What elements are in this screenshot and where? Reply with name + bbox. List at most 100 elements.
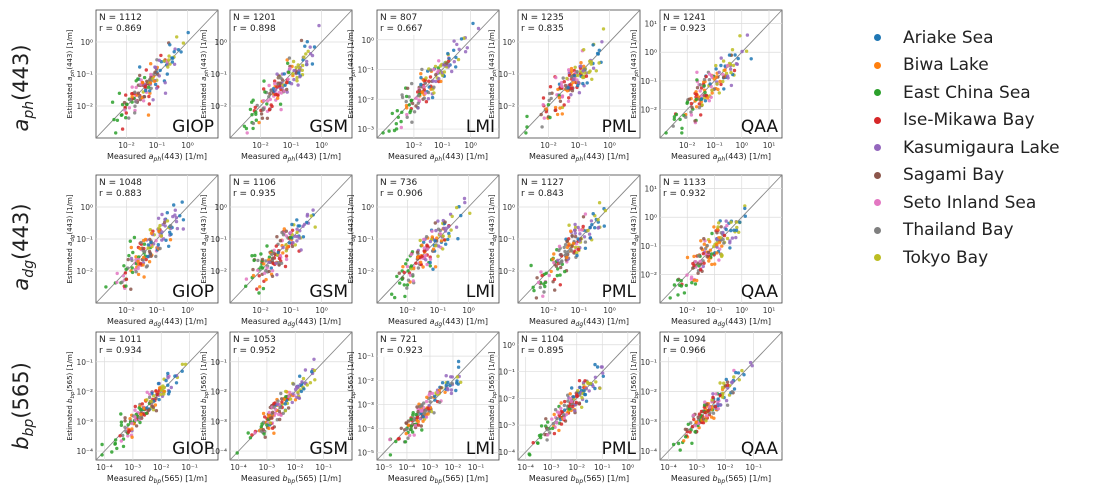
data-point <box>280 397 284 401</box>
data-point <box>559 80 564 85</box>
data-point <box>148 251 152 255</box>
stats-text: r = 0.895 <box>521 346 564 356</box>
data-point <box>173 208 177 212</box>
data-point <box>742 373 746 377</box>
data-point <box>588 225 592 230</box>
data-point <box>748 360 753 365</box>
data-point <box>434 73 438 77</box>
data-point <box>299 38 304 43</box>
data-point <box>262 87 266 91</box>
data-point <box>558 261 562 265</box>
data-point <box>708 82 712 86</box>
data-point <box>454 55 458 60</box>
data-point <box>250 254 254 258</box>
x-tick-label: 10⁻² <box>399 306 416 315</box>
data-point <box>404 262 408 266</box>
stats-box <box>661 11 705 35</box>
data-point <box>172 203 176 207</box>
stats-text: r = 0.923 <box>380 346 423 356</box>
data-point <box>118 434 122 438</box>
y-tick-label: 10⁻⁴ <box>76 447 93 456</box>
data-point <box>714 67 718 71</box>
stats-text: N = 721 <box>380 335 417 345</box>
data-point <box>265 423 269 427</box>
data-point <box>136 272 141 277</box>
scatter-panel-2-3: 10⁻⁴ 10⁻³ 10⁻² 10⁻¹ 10⁰ 10⁻⁴ 10⁻³ 10⁻² 10⁻¹ 10⁰ N … <box>488 331 641 485</box>
x-tick-label: 10⁻² <box>118 306 135 315</box>
x-tick-label: 10⁻¹ <box>434 141 451 150</box>
stats-text: N = 1048 <box>99 178 142 188</box>
data-point <box>556 258 560 262</box>
data-point <box>271 410 275 414</box>
x-axis-label: Measured adg(443) [1/m] <box>241 317 341 328</box>
data-point <box>134 255 138 259</box>
data-point <box>151 408 156 412</box>
data-point <box>115 271 119 276</box>
data-point <box>541 294 545 298</box>
data-point <box>722 87 726 91</box>
x-tick-label: 10¹ <box>763 141 776 150</box>
legend-item: Thailand Bay <box>874 217 1099 245</box>
data-point <box>295 218 299 222</box>
data-point <box>166 383 170 387</box>
data-point <box>735 225 739 230</box>
data-point <box>535 276 539 280</box>
data-point <box>269 266 273 270</box>
y-axis-label: Estimated bbp(565) [1/m] <box>488 351 498 440</box>
stats-text: N = 1127 <box>521 178 564 188</box>
data-point <box>296 83 300 87</box>
data-point <box>569 69 574 74</box>
data-point <box>159 53 163 58</box>
data-point <box>428 264 432 268</box>
data-point <box>302 387 306 391</box>
data-point <box>147 260 152 264</box>
data-point <box>430 229 434 233</box>
data-point <box>253 253 257 258</box>
y-tick-label: 10⁰ <box>80 203 93 212</box>
stats-text: N = 1011 <box>99 335 142 345</box>
data-point <box>290 400 294 405</box>
data-point <box>414 412 418 417</box>
one-to-one-line <box>517 9 641 139</box>
data-point <box>422 240 426 244</box>
data-point <box>279 261 284 265</box>
data-point <box>123 425 127 429</box>
y-tick-label: 10⁻² <box>357 376 374 385</box>
data-point <box>690 424 695 429</box>
x-axis-label: Measured aph(443) [1/m] <box>107 152 207 163</box>
data-point <box>525 114 529 119</box>
data-point <box>720 385 725 390</box>
data-point <box>435 236 439 240</box>
data-point <box>719 403 723 407</box>
data-point <box>700 103 704 107</box>
data-point <box>449 391 454 396</box>
data-point <box>573 234 578 239</box>
data-point <box>713 262 717 266</box>
data-point <box>146 254 150 259</box>
data-point <box>268 97 272 102</box>
data-point <box>561 76 565 80</box>
data-point <box>454 225 459 229</box>
data-point <box>707 78 712 82</box>
data-point <box>454 65 458 69</box>
data-point <box>424 258 428 262</box>
data-point <box>154 409 159 413</box>
stats-box <box>519 333 563 357</box>
y-tick-label: 10⁻¹ <box>357 66 374 75</box>
data-point <box>703 410 707 415</box>
data-point <box>431 79 435 83</box>
data-point <box>672 117 676 122</box>
data-point <box>398 281 402 285</box>
data-point <box>718 381 722 385</box>
data-point <box>250 100 254 104</box>
data-point <box>298 374 302 378</box>
data-point <box>256 258 260 263</box>
data-point <box>563 399 567 404</box>
stats-text: N = 1094 <box>663 335 706 345</box>
data-point <box>127 116 131 120</box>
data-point <box>555 421 559 425</box>
data-point <box>704 74 708 79</box>
data-point <box>566 399 570 403</box>
